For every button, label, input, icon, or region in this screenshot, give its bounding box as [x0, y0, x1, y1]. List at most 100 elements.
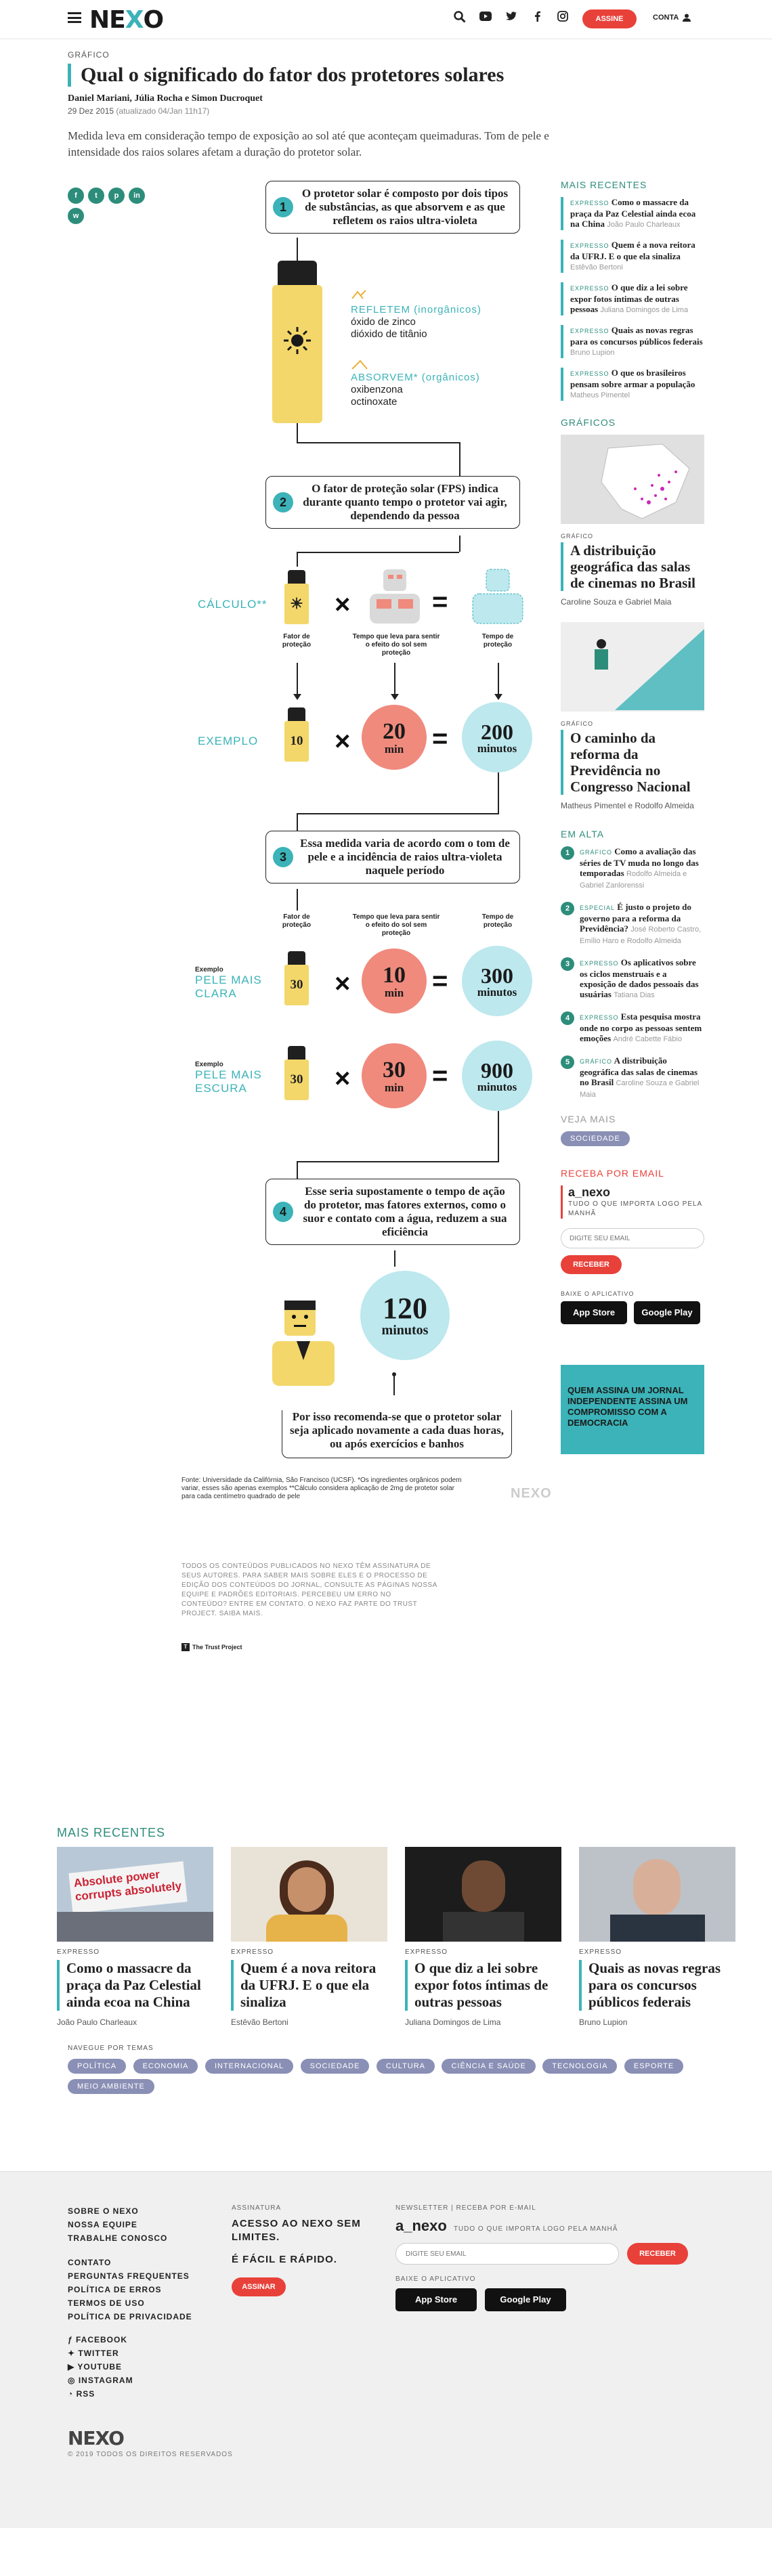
assinatura-heading: ASSINATURA: [232, 2204, 282, 2212]
recent-card[interactable]: EXPRESSO O que diz a lei sobre expor fot…: [405, 1847, 561, 2027]
clara-tempo-circle: 10 min: [362, 948, 427, 1013]
youtube-icon[interactable]: [478, 11, 493, 26]
conta-button[interactable]: CONTA: [653, 14, 691, 22]
instagram-icon[interactable]: [555, 11, 570, 26]
em-alta-item[interactable]: 1 GRÁFICO Como a avaliação das séries de …: [561, 846, 704, 891]
search-icon[interactable]: [452, 11, 467, 26]
person-protected-icon: [472, 569, 523, 624]
share-whatsapp-icon[interactable]: w: [68, 208, 84, 224]
veja-mais-pill[interactable]: SOCIEDADE: [561, 1131, 630, 1146]
refletem-title: REFLETEM (inorgânicos): [351, 304, 481, 315]
article-kicker[interactable]: GRÁFICO: [68, 50, 110, 60]
pele-escura-text: PELE MAIS ESCURA: [195, 1068, 262, 1095]
sidebar-recent-item[interactable]: EXPRESSO Quem é a nova reitora da UFRJ. …: [561, 240, 704, 273]
footer-link[interactable]: TERMOS DE USO: [68, 2298, 145, 2308]
sidebar-recent-item[interactable]: EXPRESSO Como o massacre da praça da Paz…: [561, 197, 704, 230]
twitter-icon[interactable]: [504, 11, 519, 26]
footer-assinar-button[interactable]: ASSINAR: [232, 2277, 286, 2296]
em-alta-item[interactable]: 2 ESPECIAL É justo o projeto do governo p…: [561, 902, 704, 946]
step-3-text: Essa medida varia de acordo com o tom de…: [300, 837, 510, 877]
grafico-card[interactable]: GRÁFICO O caminho da reforma da Previdên…: [561, 622, 704, 811]
recent-card[interactable]: EXPRESSO Quem é a nova reitora da UFRJ. …: [231, 1847, 387, 2027]
footer-email-input[interactable]: [395, 2243, 619, 2265]
footer-social-youtube[interactable]: ▶ YOUTUBE: [68, 2362, 123, 2372]
tema-pill[interactable]: ESPORTE: [624, 2059, 684, 2074]
absorvem-item: octinoxate: [351, 396, 398, 408]
tema-pill[interactable]: INTERNACIONAL: [205, 2059, 294, 2074]
temas-heading: NAVEGUE POR TEMAS: [68, 2045, 154, 2052]
conta-label: CONTA: [653, 14, 679, 22]
step-4-box: 4 Esse seria supostamente o tempo de açã…: [265, 1179, 520, 1245]
tema-pill[interactable]: MEIO AMBIENTE: [68, 2079, 154, 2094]
tema-pill[interactable]: CULTURA: [376, 2059, 435, 2074]
sidebar-recent-item[interactable]: EXPRESSO O que diz a lei sobre expor fot…: [561, 282, 704, 315]
newsletter-heading: NEWSLETTER | RECEBA POR E-MAIL: [395, 2204, 536, 2212]
sidebar-receber-button[interactable]: RECEBER: [561, 1255, 622, 1274]
step-4-text: Esse seria supostamente o tempo de ação …: [303, 1185, 507, 1238]
assine-button[interactable]: ASSINE: [582, 9, 637, 28]
google-play-button[interactable]: Google Play: [634, 1301, 700, 1324]
tema-pill[interactable]: SOCIEDADE: [300, 2059, 370, 2074]
footer-social-facebook[interactable]: ƒ FACEBOOK: [68, 2335, 128, 2344]
footer-link[interactable]: NOSSA EQUIPE: [68, 2220, 137, 2229]
grafico-card[interactable]: GRÁFICO A distribuição geográfica das sa…: [561, 435, 704, 607]
person-unprotected-icon: [370, 569, 420, 624]
share-linkedin-icon[interactable]: in: [129, 188, 145, 204]
sidebar-recent-item[interactable]: EXPRESSO O que os brasileiros pensam sob…: [561, 368, 704, 401]
previdencia-thumbnail: [561, 622, 704, 712]
recent-card[interactable]: EXPRESSO Quais as novas regras para os c…: [579, 1847, 735, 2027]
exemplo-label: EXEMPLO: [198, 735, 259, 747]
trust-project-logo[interactable]: T The Trust Project: [181, 1643, 242, 1651]
calculo-label: CÁLCULO**: [198, 598, 267, 611]
tema-pill[interactable]: CIÊNCIA E SAÚDE: [442, 2059, 536, 2074]
footer-link[interactable]: CONTATO: [68, 2258, 112, 2267]
footer-logo[interactable]: NEXO: [68, 2427, 125, 2449]
nexo-logo[interactable]: NEXO: [89, 6, 164, 34]
footer-social-instagram[interactable]: ◎ INSTAGRAM: [68, 2376, 133, 2385]
footer-link[interactable]: TRABALHE CONOSCO: [68, 2233, 168, 2243]
trust-icon: T: [181, 1643, 190, 1651]
share-pinterest-icon[interactable]: p: [108, 188, 125, 204]
step-3-box: 3 Essa medida varia de acordo com o tom …: [265, 831, 520, 883]
sidebar-recent-item[interactable]: EXPRESSO Quais as novas regras para os c…: [561, 325, 704, 358]
share-facebook-icon[interactable]: f: [68, 188, 84, 204]
sidebar: MAIS RECENTES EXPRESSO Como o massacre d…: [561, 160, 704, 1454]
footer-link[interactable]: PERGUNTAS FREQUENTES: [68, 2271, 190, 2281]
tema-pill[interactable]: TECNOLOGIA: [542, 2059, 618, 2074]
exemplo-small: Exemplo: [195, 1061, 223, 1068]
footer-app-store-button[interactable]: App Store: [395, 2288, 477, 2311]
footer-social-rss[interactable]: ◔ RSS: [68, 2389, 95, 2399]
em-alta-item[interactable]: 3 EXPRESSO Os aplicativos sobre os ciclos…: [561, 957, 704, 1001]
em-alta-item[interactable]: 4 EXPRESSO Esta pesquisa mostra onde no c…: [561, 1011, 704, 1045]
fps-10-bottle: 10: [284, 707, 309, 762]
final-unit: minutos: [381, 1323, 429, 1338]
tema-pill[interactable]: POLÍTICA: [68, 2059, 127, 2074]
facebook-icon[interactable]: [530, 11, 544, 26]
footer-link[interactable]: POLÍTICA DE ERROS: [68, 2285, 162, 2294]
sidebar-email-input[interactable]: [561, 1228, 704, 1248]
share-twitter-icon[interactable]: t: [88, 188, 104, 204]
final-value: 120: [383, 1292, 427, 1325]
connector: [297, 238, 298, 262]
min-unit: min: [384, 986, 404, 999]
tema-pill[interactable]: ECONOMIA: [133, 2059, 198, 2074]
footer-link[interactable]: POLÍTICA DE PRIVACIDADE: [68, 2312, 192, 2321]
em-alta-item[interactable]: 5 GRÁFICO A distribuição geográfica das s…: [561, 1055, 704, 1100]
footer-google-play-button[interactable]: Google Play: [485, 2288, 566, 2311]
app-store-button[interactable]: App Store: [561, 1301, 627, 1324]
recent-card[interactable]: Absolute power corrupts absolutely EXPRE…: [57, 1847, 213, 2027]
step-1-box: 1 O protetor solar é composto por dois t…: [265, 181, 520, 234]
fps-bottle-icon: ☀: [284, 570, 309, 624]
menu-icon[interactable]: [68, 12, 81, 23]
assine-banner[interactable]: QUEM ASSINA UM JORNAL INDEPENDENTE ASSIN…: [561, 1365, 704, 1454]
equals-sign: =: [432, 587, 448, 617]
trust-logo-text: The Trust Project: [192, 1644, 242, 1651]
footer-social-twitter[interactable]: ✦ TWITTER: [68, 2349, 119, 2358]
app-heading: BAIXE O APLICATIVO: [561, 1290, 635, 1297]
footer-receber-button[interactable]: RECEBER: [627, 2243, 688, 2265]
step-1-text: O protetor solar é composto por dois tip…: [301, 187, 509, 227]
footer-link[interactable]: SOBRE O NEXO: [68, 2206, 139, 2216]
person-sunburn-icon: [272, 1301, 335, 1386]
footer-copyright: © 2019 TODOS OS DIREITOS RESERVADOS: [68, 2451, 233, 2458]
footer-app-heading: BAIXE O APLICATIVO: [395, 2275, 476, 2283]
